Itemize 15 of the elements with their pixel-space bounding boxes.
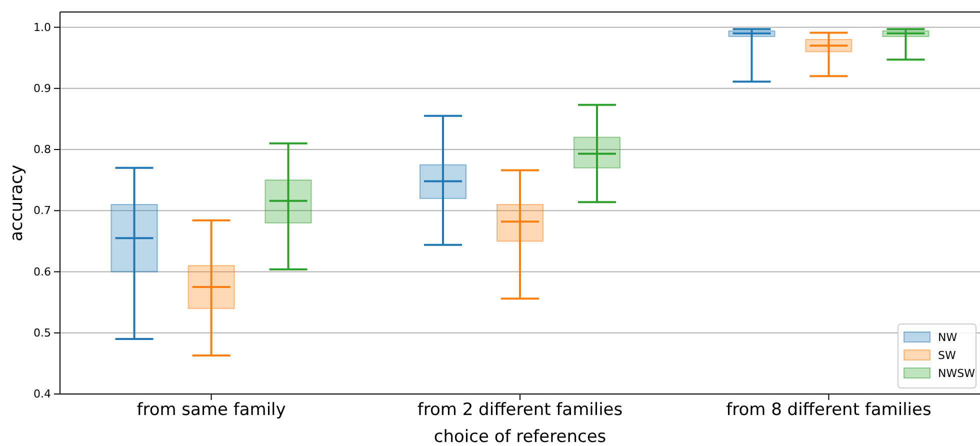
x-axis-title: choice of references (434, 427, 606, 446)
y-axis-title: accuracy (7, 164, 27, 242)
x-tick-label: from 2 different families (417, 400, 623, 420)
legend-label: NW (938, 331, 958, 344)
y-tick-label: 0.9 (34, 82, 51, 95)
x-tick-label: from same family (136, 400, 286, 420)
y-tick-label: 0.5 (34, 326, 51, 340)
x-tick-label: from 8 different families (726, 400, 932, 420)
y-tick-label: 1.0 (34, 20, 51, 34)
y-tick-label: 0.8 (34, 143, 51, 156)
y-tick-label: 0.7 (34, 204, 51, 218)
legend-label: NWSW (938, 367, 976, 380)
y-tick-label: 0.4 (34, 388, 51, 401)
y-tick-label: 0.6 (34, 265, 51, 278)
legend-label: SW (938, 349, 956, 362)
